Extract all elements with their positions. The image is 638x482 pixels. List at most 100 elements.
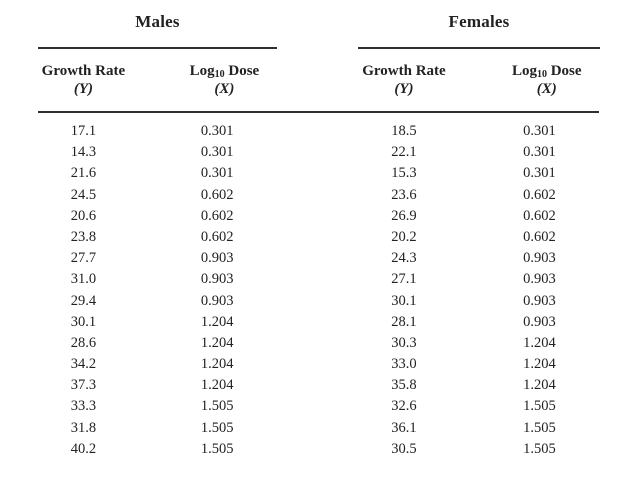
males-title-rule <box>38 47 277 49</box>
log-dose-value: 1.204 <box>200 334 234 351</box>
females-table-row: 30.1 0.903 <box>358 291 600 312</box>
growth-rate-value: 17.1 <box>70 123 97 139</box>
growth-rate-variable-label: (Y) <box>73 81 93 97</box>
males-rows: 17.1 0.301 14.3 0.301 21.6 0.301 24.5 0.602 20.6… <box>38 121 277 460</box>
growth-rate-value: 30.1 <box>391 292 417 309</box>
growth-rate-value: 21.6 <box>70 165 97 182</box>
log-dose-value: 1.505 <box>200 419 234 436</box>
males-table-row: 27.7 0.903 <box>38 248 277 269</box>
males-header-row: Growth Rate (Y) Log10 Dose (X) <box>38 62 277 98</box>
log-dose-value: 1.505 <box>523 398 556 415</box>
log-dose-value: 1.204 <box>200 377 234 394</box>
females-rows: 18.5 0.301 22.1 0.301 15.3 0.301 23.6 0.602 26.9… <box>358 121 600 460</box>
females-table-row: 18.5 0.301 <box>358 121 600 142</box>
growth-rate-value: 33.3 <box>70 398 97 415</box>
females-table-row: 26.9 0.602 <box>358 206 600 227</box>
growth-rate-value: 24.3 <box>391 250 417 267</box>
log-dose-value: 0.903 <box>200 271 234 288</box>
females-table-row: 22.1 0.301 <box>358 142 600 163</box>
males-table-title: Males <box>135 12 180 31</box>
log-dose-value: 0.301 <box>523 165 556 182</box>
growth-rate-value: 30.3 <box>391 334 417 351</box>
males-table-row: 34.2 1.204 <box>38 354 277 375</box>
growth-rate-value: 14.3 <box>70 144 97 161</box>
females-table-row: 35.8 1.204 <box>358 375 600 396</box>
growth-rate-value: 35.8 <box>391 377 417 394</box>
growth-rate-value: 15.3 <box>391 165 417 182</box>
log-dose-value: 0.903 <box>200 250 234 267</box>
log-dose-value: 0.301 <box>523 144 556 161</box>
log-dose-value: 0.301 <box>200 144 234 161</box>
log-dose-value: 0.903 <box>200 292 234 309</box>
growth-rate-value: 32.6 <box>391 398 417 415</box>
growth-rate-value: 30.1 <box>70 313 97 330</box>
log-dose-value: 1.204 <box>200 313 234 330</box>
log-dose-value: 1.505 <box>523 440 556 457</box>
log-dose-value: 0.602 <box>200 207 234 224</box>
growth-rate-value: 26.9 <box>391 207 417 224</box>
females-table-row: 20.2 0.602 <box>358 227 600 248</box>
log-dose-value: 0.903 <box>523 250 556 267</box>
males-table-row: 20.6 0.602 <box>38 206 277 227</box>
growth-rate-variable-label: (Y) <box>394 81 414 97</box>
males-table-row: 31.0 0.903 <box>38 269 277 290</box>
females-table-row: 30.5 1.505 <box>358 439 600 460</box>
growth-rate-value: 28.6 <box>70 334 97 351</box>
females-table-row: 24.3 0.903 <box>358 248 600 269</box>
males-table-row: 17.1 0.301 <box>38 121 277 142</box>
growth-rate-value: 18.5 <box>391 123 417 139</box>
growth-rate-value: 31.8 <box>70 419 97 436</box>
log-dose-value: 1.505 <box>200 440 234 457</box>
males-growth-rate-header: Growth Rate (Y) <box>38 62 129 98</box>
log-dose-value: 1.204 <box>523 356 556 373</box>
log-dose-value: 1.204 <box>523 377 556 394</box>
growth-rate-value: 27.7 <box>70 250 97 267</box>
males-table-row: 40.2 1.505 <box>38 439 277 460</box>
log-dose-value: 0.903 <box>523 313 556 330</box>
males-table-row: 29.4 0.903 <box>38 291 277 312</box>
log-dose-value: 1.505 <box>200 398 234 415</box>
growth-rate-value: 28.1 <box>391 313 417 330</box>
females-table-row: 32.6 1.505 <box>358 396 600 417</box>
females-title-rule <box>358 47 600 49</box>
log-dose-variable-label: (X) <box>536 81 557 97</box>
log-dose-value: 0.903 <box>523 292 556 309</box>
growth-rate-header-label: Growth Rate <box>362 63 446 79</box>
growth-rate-value: 40.2 <box>70 440 97 457</box>
log-dose-value: 1.204 <box>200 356 234 373</box>
growth-rate-value: 20.2 <box>391 228 417 245</box>
females-table-row: 33.0 1.204 <box>358 354 600 375</box>
growth-rate-value: 34.2 <box>70 356 97 373</box>
females-log-dose-header: Log10 Dose (X) <box>494 62 600 98</box>
growth-rate-value: 27.1 <box>391 271 417 288</box>
growth-rate-value: 22.1 <box>391 144 417 161</box>
males-table-row: 33.3 1.505 <box>38 396 277 417</box>
header-bottom-rule <box>38 111 599 113</box>
males-table-row: 21.6 0.301 <box>38 163 277 184</box>
males-table-row: 28.6 1.204 <box>38 333 277 354</box>
log-dose-value: 0.602 <box>200 228 234 245</box>
log-dose-header-label: Log10 Dose <box>511 63 582 80</box>
males-table-row: 23.8 0.602 <box>38 227 277 248</box>
growth-rate-value: 24.5 <box>70 186 97 203</box>
males-table-row: 30.1 1.204 <box>38 312 277 333</box>
growth-rate-value: 20.6 <box>70 207 97 224</box>
females-table-title: Females <box>448 12 510 31</box>
growth-rate-value: 37.3 <box>70 377 97 394</box>
growth-rate-value: 29.4 <box>70 292 97 309</box>
males-log-dose-header: Log10 Dose (X) <box>172 62 277 98</box>
males-table-row: 24.5 0.602 <box>38 185 277 206</box>
females-table-row: 36.1 1.505 <box>358 418 600 439</box>
females-table: Females Growth Rate (Y) Log10 Dose (X) 1… <box>358 12 600 460</box>
log-dose-value: 0.903 <box>523 271 556 288</box>
log-dose-value: 1.204 <box>523 334 556 351</box>
females-table-row: 15.3 0.301 <box>358 163 600 184</box>
log-dose-header-label: Log10 Dose <box>189 63 260 80</box>
females-table-row: 30.3 1.204 <box>358 333 600 354</box>
log-dose-variable-label: (X) <box>214 81 235 97</box>
growth-rate-value: 23.8 <box>70 228 97 245</box>
log-dose-value: 0.301 <box>200 123 234 139</box>
log-dose-value: 0.602 <box>200 186 234 203</box>
log-dose-value: 0.602 <box>523 186 556 203</box>
